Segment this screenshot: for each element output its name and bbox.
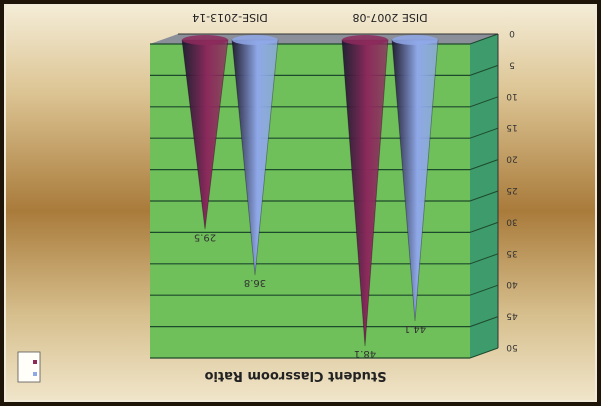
legend-swatch	[33, 360, 37, 364]
y-tick-label: 10	[506, 91, 518, 101]
gridline-side	[469, 127, 499, 139]
legend-box	[17, 351, 41, 383]
y-tick-label: 20	[506, 154, 518, 164]
gridline-side	[469, 347, 499, 359]
y-tick-label: 45	[506, 311, 517, 321]
x-tick-label: DISE-2013-14	[192, 11, 268, 24]
gridline-side	[469, 159, 499, 171]
gridline-side	[469, 253, 499, 265]
gridline-side	[469, 190, 499, 202]
cone-base	[342, 35, 388, 45]
x-axis: DISE 2007-08 DISE-2013-14	[178, 11, 498, 35]
y-axis: 0 5 10 15 20 25 30 35 40 45 50	[497, 28, 518, 352]
gridline-side	[469, 96, 499, 108]
data-label: 36.8	[244, 277, 266, 288]
y-tick-label: 15	[506, 122, 517, 132]
legend	[17, 351, 41, 383]
data-label: 48.1	[354, 348, 376, 359]
data-label: 29.5	[194, 231, 216, 242]
gridline-side	[469, 64, 499, 76]
gridline-side	[469, 284, 499, 296]
gridline-side	[469, 221, 499, 233]
y-tick-label: 35	[506, 248, 517, 258]
legend-swatch	[33, 372, 37, 376]
chart-frame: 0 5 10 15 20 25 30 35 40 45 50 44.1 48.1 36.8 29.5 DI…	[4, 4, 597, 402]
gridline-side	[469, 316, 499, 328]
cone-series: 44.1 48.1 36.8 29.5	[181, 35, 439, 359]
data-label: 44.1	[404, 323, 426, 334]
y-tick-label: 25	[506, 185, 517, 195]
cone-base	[392, 35, 438, 45]
cone-base	[232, 35, 278, 45]
cone-base	[182, 35, 228, 45]
y-tick-label: 0	[509, 28, 515, 38]
x-tick-label: DISE 2007-08	[352, 11, 427, 24]
y-tick-label: 50	[506, 342, 518, 352]
y-tick-label: 30	[506, 216, 518, 226]
gridline-side	[469, 33, 499, 45]
y-tick-label: 40	[506, 279, 518, 289]
y-tick-label: 5	[509, 59, 515, 69]
chart-title: Student Classroom Ratio	[204, 368, 386, 383]
chart: 0 5 10 15 20 25 30 35 40 45 50 44.1 48.1 36.8 29.5 DI…	[17, 11, 518, 383]
